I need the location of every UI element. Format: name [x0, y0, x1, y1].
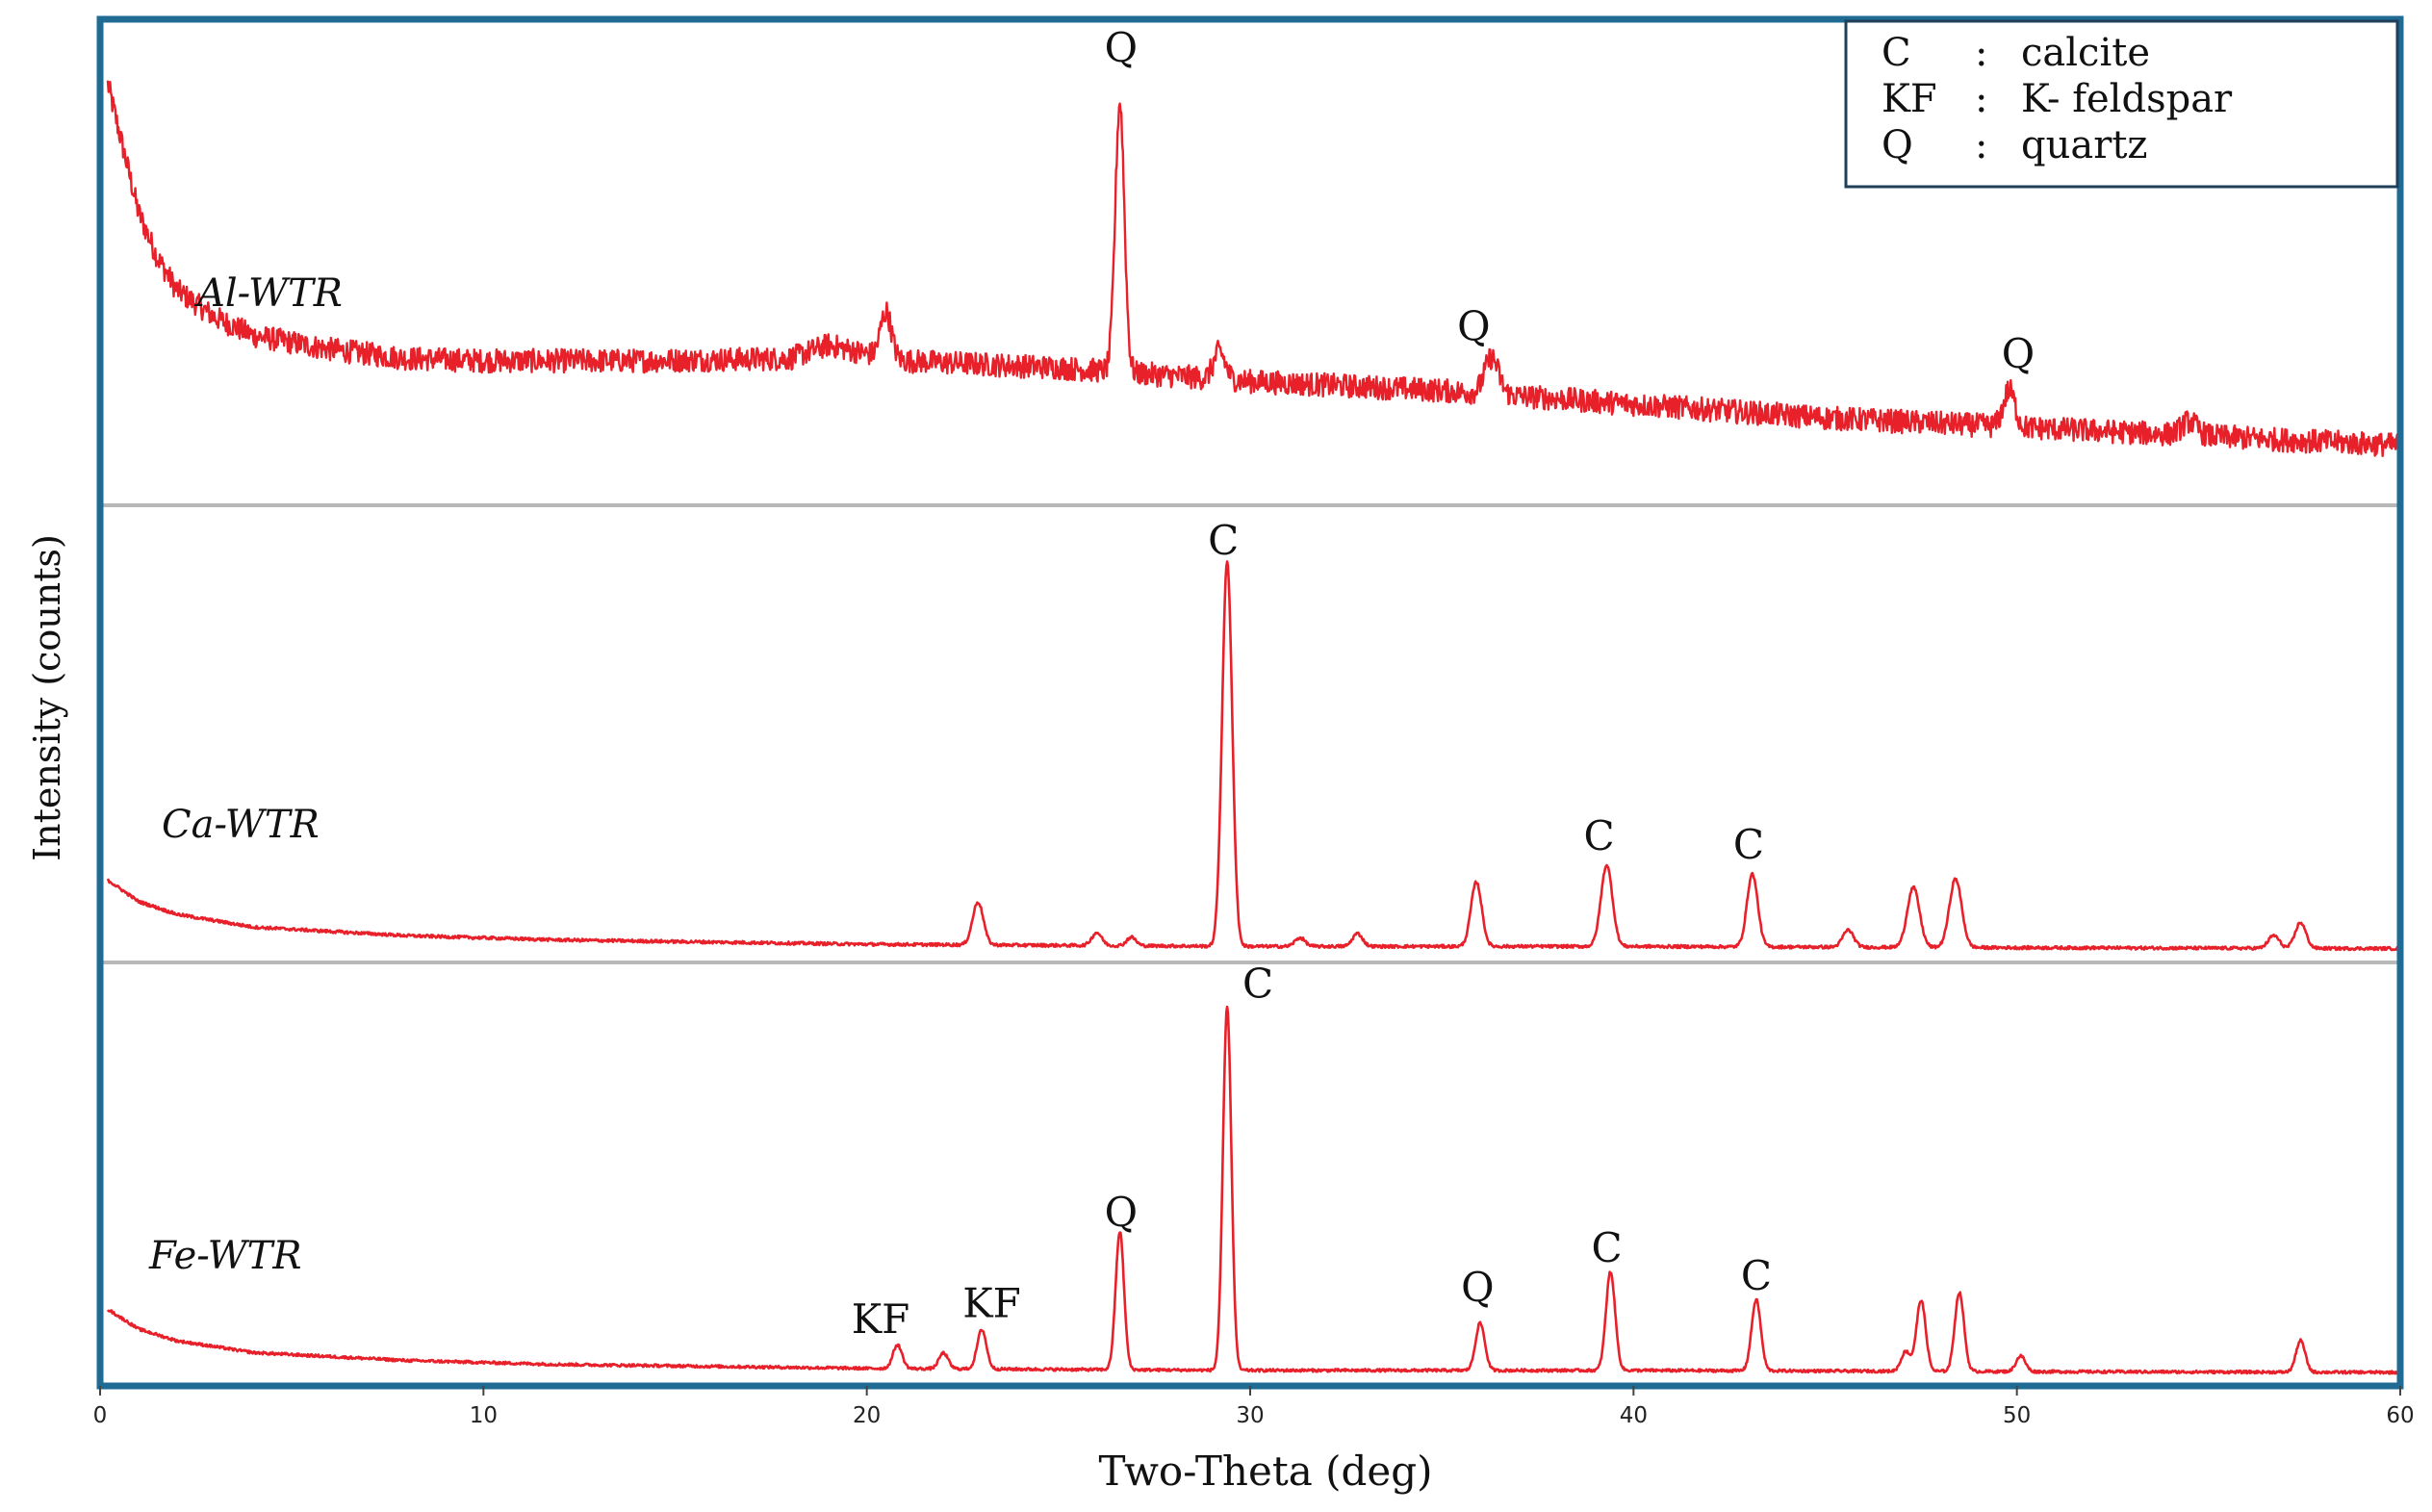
legend-box	[1844, 19, 2399, 189]
panel-separators	[100, 503, 2400, 964]
peak-label: Q	[2002, 330, 2035, 377]
peak-label: Q	[1105, 24, 1138, 71]
peak-label: C	[1741, 1252, 1772, 1299]
series-layer	[106, 80, 2402, 1375]
peak-label: C	[1242, 960, 1273, 1007]
x-tick-label: 0	[93, 1403, 108, 1428]
series-line-ca-wtr	[106, 560, 2401, 952]
x-tick-label: 60	[2386, 1403, 2414, 1428]
x-axis: 0 10 20 30 40 50 60	[93, 1386, 2415, 1428]
legend-code: KF	[1882, 77, 1937, 121]
y-axis-title: Intensity (counts)	[26, 534, 68, 861]
legend-code: C	[1882, 31, 1911, 75]
legend-name: calcite	[2021, 31, 2150, 75]
x-tick-label: 10	[470, 1403, 498, 1428]
peak-label: C	[1208, 517, 1239, 564]
peak-label: Q	[1105, 1189, 1138, 1236]
legend-name: quartz	[2021, 123, 2147, 167]
legend-separator: :	[1975, 77, 1987, 121]
x-tick-label: 40	[1620, 1403, 1648, 1428]
series-line-al-wtr	[106, 80, 2402, 457]
series-label-al-wtr: Al-WTR	[193, 271, 343, 316]
legend: C: calcite KF: K- feldspar Q: quartz	[1844, 19, 2399, 189]
peak-label: KF	[852, 1295, 910, 1343]
peak-label: C	[1733, 821, 1764, 868]
x-tick-label: 20	[853, 1403, 881, 1428]
x-axis-title: Two-Theta (deg)	[1098, 1448, 1432, 1495]
series-label-fe-wtr: Fe-WTR	[148, 1234, 301, 1278]
legend-code: Q	[1882, 123, 1913, 167]
series-line-fe-wtr	[106, 1005, 2401, 1375]
peak-label: Q	[1457, 303, 1490, 350]
peak-label: KF	[962, 1280, 1021, 1327]
peak-label: C	[1592, 1224, 1623, 1271]
peak-label: Q	[1461, 1264, 1494, 1311]
series-label-ca-wtr: Ca-WTR	[162, 803, 320, 847]
peak-label: C	[1584, 812, 1615, 859]
legend-name: K- feldspar	[2021, 77, 2233, 121]
legend-separator: :	[1975, 31, 1987, 75]
legend-separator: :	[1975, 123, 1987, 167]
x-tick-label: 50	[2003, 1403, 2031, 1428]
x-tick-label: 30	[1236, 1403, 1264, 1428]
